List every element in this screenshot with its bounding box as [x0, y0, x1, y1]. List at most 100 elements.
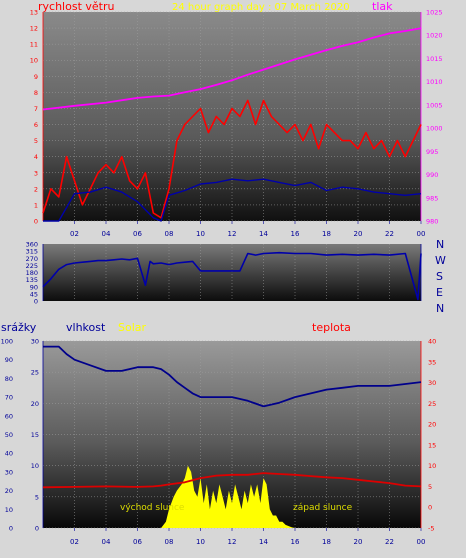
- temperature-tick-label: -5: [428, 525, 434, 533]
- pressure-tick-label: 990: [426, 171, 438, 179]
- x-tick-label: 20: [354, 230, 363, 238]
- direction-letter-n-bottom: N: [436, 302, 444, 315]
- rain-tick-label: 10: [5, 506, 13, 514]
- pressure-tick-label: 985: [426, 194, 438, 202]
- humidity-tick-label: 10: [31, 462, 39, 470]
- x-tick-label: 02: [70, 230, 79, 238]
- humidity-label: vlhkost: [66, 321, 106, 334]
- wind-tick-label: 3: [34, 169, 38, 177]
- direction-tick-label: 225: [26, 262, 38, 270]
- direction-tick-label: 180: [26, 269, 38, 277]
- sunset-annotation: západ slunce: [293, 503, 353, 513]
- x-tick-label: 08: [165, 230, 174, 238]
- x-tick-label: 18: [322, 230, 331, 238]
- direction-tick-label: 0: [34, 298, 38, 306]
- x-tick-label: 16: [291, 538, 300, 546]
- x-tick-label: 08: [165, 538, 174, 546]
- temperature-line: [42, 472, 422, 489]
- direction-tick-label: 135: [26, 276, 38, 284]
- temperature-tick-label: 0: [428, 504, 432, 512]
- temperature-tick-label: 30: [428, 379, 436, 387]
- temperature-tick-label: 20: [428, 421, 436, 429]
- temperature-tick-label: 35: [428, 358, 436, 366]
- direction-tick-label: 315: [26, 248, 38, 256]
- temperature-tick-label: 40: [428, 338, 436, 346]
- x-tick-label: 22: [385, 538, 394, 546]
- direction-letter-e: E: [436, 286, 443, 299]
- rain-tick-label: 90: [5, 356, 13, 364]
- x-tick-label: 14: [259, 230, 268, 238]
- x-tick-label: 06: [133, 230, 142, 238]
- pressure-tick-label: 1010: [426, 78, 443, 86]
- pressure-line: [42, 27, 422, 111]
- direction-tick-label: 90: [30, 283, 38, 291]
- wind-tick-label: 5: [34, 137, 38, 145]
- x-tick-label: 16: [291, 230, 300, 238]
- wind-tick-label: 1: [34, 201, 38, 209]
- humidity-tick-label: 15: [31, 431, 39, 439]
- wind-tick-label: 11: [30, 41, 38, 49]
- wind-direction-line: [42, 251, 422, 301]
- rain-tick-label: 70: [5, 394, 13, 402]
- humidity-tick-label: 30: [31, 338, 39, 346]
- wind-tick-label: 13: [30, 9, 38, 17]
- direction-letter-w: W: [435, 254, 446, 267]
- wind-speed-label: rychlost větru: [38, 0, 114, 13]
- humidity-tick-label: 0: [35, 525, 39, 533]
- wind-tick-label: 2: [34, 185, 38, 193]
- x-tick-label: 00: [417, 538, 426, 546]
- pressure-tick-label: 980: [426, 218, 438, 226]
- x-tick-label: 18: [322, 538, 331, 546]
- direction-tick-label: 45: [30, 290, 38, 298]
- direction-tick-label: 270: [26, 255, 38, 263]
- temperature-tick-label: 15: [428, 441, 436, 449]
- pressure-label: tlak: [372, 0, 393, 13]
- wind-tick-label: 7: [34, 105, 38, 113]
- wind-tick-label: 6: [34, 121, 38, 129]
- x-tick-label: 12: [228, 538, 237, 546]
- direction-letter-n-top: N: [436, 238, 444, 251]
- x-tick-label: 00: [417, 230, 426, 238]
- pressure-tick-label: 1025: [426, 9, 443, 17]
- rain-tick-label: 30: [5, 468, 13, 476]
- x-tick-label: 10: [196, 538, 205, 546]
- solar-label: Solar: [118, 321, 147, 334]
- humidity-tick-label: 5: [35, 493, 39, 501]
- wind-tick-label: 8: [34, 89, 38, 97]
- x-tick-label: 04: [102, 230, 111, 238]
- rain-tick-label: 40: [5, 450, 13, 458]
- x-tick-label: 22: [385, 230, 394, 238]
- pressure-tick-label: 995: [426, 148, 438, 156]
- x-tick-label: 04: [102, 538, 111, 546]
- direction-tick-label: 360: [26, 241, 38, 249]
- rain-tick-label: 80: [5, 375, 13, 383]
- sunrise-annotation: východ slunce: [120, 503, 185, 513]
- rain-tick-label: 50: [5, 431, 13, 439]
- temperature-tick-label: 25: [428, 400, 436, 408]
- pressure-tick-label: 1020: [426, 32, 443, 40]
- temperature-tick-label: 5: [428, 483, 432, 491]
- rain-tick-label: 60: [5, 412, 13, 420]
- temperature-label: teplota: [312, 321, 351, 334]
- humidity-line: [43, 345, 422, 408]
- wind-tick-label: 10: [30, 57, 38, 65]
- wind-speed-line: [42, 99, 422, 219]
- wind-average-line: [43, 178, 422, 222]
- data-series: [42, 27, 422, 528]
- wind-tick-label: 12: [30, 25, 38, 33]
- chart-title: 24 hour graph day : 07 March 2020: [172, 2, 350, 13]
- x-tick-label: 14: [259, 538, 268, 546]
- x-tick-label: 10: [196, 230, 205, 238]
- pressure-tick-label: 1005: [426, 101, 443, 109]
- wind-tick-label: 0: [34, 218, 38, 226]
- x-tick-label: 06: [133, 538, 142, 546]
- rain-label: srážky: [1, 321, 37, 334]
- solar-area: [161, 465, 295, 528]
- x-tick-label: 20: [354, 538, 363, 546]
- humidity-tick-label: 20: [31, 400, 39, 408]
- rain-tick-label: 20: [5, 487, 13, 495]
- pressure-tick-label: 1015: [426, 55, 443, 63]
- wind-tick-label: 4: [34, 153, 38, 161]
- direction-letter-s: S: [436, 270, 443, 283]
